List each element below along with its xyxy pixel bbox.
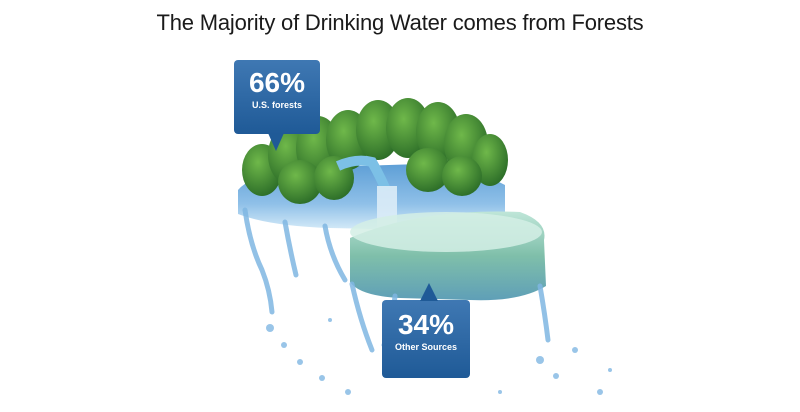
callout-us-forests: 66% U.S. forests [234, 60, 320, 151]
callout-other-sources: 34% Other Sources [382, 283, 470, 378]
other-sources-label: Other Sources [394, 342, 458, 352]
chart-title: The Majority of Drinking Water comes fro… [156, 10, 644, 35]
forest-trees-icon [242, 98, 508, 204]
water-splash-icon [242, 207, 348, 315]
other-sources-percentage: 34% [397, 309, 455, 340]
us-forests-label: U.S. forests [251, 100, 302, 110]
water-droplets [266, 318, 612, 395]
us-forests-percentage: 66% [248, 67, 306, 98]
